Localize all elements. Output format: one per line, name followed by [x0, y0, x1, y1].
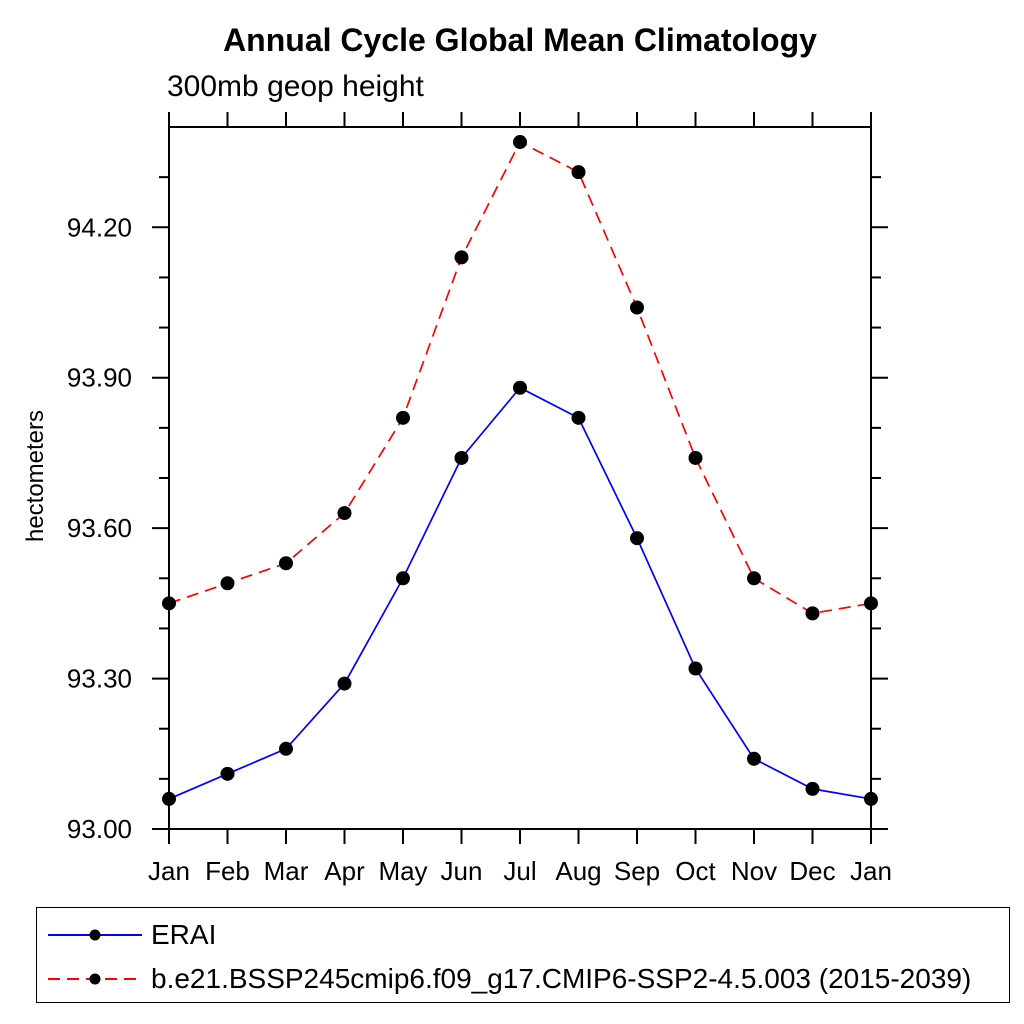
data-point-marker-model: [279, 556, 293, 571]
y-tick-label: 93.60: [67, 513, 132, 543]
x-tick-label: Jul: [503, 856, 536, 886]
legend-entry-erai: ERAI: [45, 918, 216, 952]
x-tick-label: May: [378, 856, 427, 886]
x-tick-label: Oct: [675, 856, 716, 886]
legend-label-model: b.e21.BSSP245cmip6.f09_g17.CMIP6-SSP2-4.…: [151, 963, 972, 994]
legend-label-erai: ERAI: [151, 919, 217, 950]
legend-marker-erai: [89, 929, 101, 941]
data-point-marker-erai: [220, 766, 235, 781]
data-point-marker-model: [396, 410, 410, 425]
data-point-marker-model: [454, 250, 469, 265]
x-tick-label: Feb: [205, 856, 250, 886]
y-tick-label: 94.20: [67, 212, 132, 242]
data-point-marker-erai: [571, 410, 586, 425]
data-point-marker-erai: [337, 676, 352, 691]
data-point-marker-model: [688, 450, 703, 465]
data-point-marker-erai: [630, 531, 644, 546]
x-tick-label: Apr: [324, 856, 365, 886]
data-point-marker-model: [805, 606, 820, 621]
legend-key-erai: [48, 929, 142, 941]
data-point-marker-erai: [162, 791, 176, 806]
data-point-marker-model: [747, 571, 761, 586]
data-point-marker-model: [162, 596, 176, 611]
x-tick-label: Mar: [264, 856, 309, 886]
legend-key-model: [48, 973, 142, 985]
x-tick-label: Nov: [731, 856, 777, 886]
plot-frame: [168, 126, 872, 830]
data-point-marker-model: [513, 135, 527, 150]
x-tick-label: Jun: [441, 856, 483, 886]
legend-marker-model: [89, 973, 101, 985]
data-point-marker-erai: [279, 741, 293, 756]
chart-title: Annual Cycle Global Mean Climatology: [223, 22, 817, 58]
y-tick-label: 93.90: [67, 363, 132, 393]
series-line-model: [168, 140, 872, 615]
data-point-marker-erai: [747, 751, 761, 766]
y-tick-label: 93.00: [67, 814, 132, 844]
data-point-marker-erai: [864, 791, 878, 806]
legend-entry-model: b.e21.BSSP245cmip6.f09_g17.CMIP6-SSP2-4.…: [45, 962, 971, 996]
x-tick-label: Jan: [850, 856, 892, 886]
y-tick-label: 93.30: [67, 664, 132, 694]
data-point-marker-erai: [513, 380, 527, 395]
x-tick-label: Jan: [148, 856, 190, 886]
data-point-marker-model: [220, 576, 235, 591]
data-point-marker-model: [337, 506, 352, 521]
chart-subtitle: 300mb geop height: [167, 70, 424, 103]
data-point-marker-erai: [688, 661, 703, 676]
legend-box: ERAI b.e21.BSSP245cmip6.f09_g17.CMIP6-SS…: [36, 907, 1010, 1003]
series-line-erai: [168, 386, 872, 800]
x-tick-label: Dec: [789, 856, 835, 886]
data-point-marker-model: [571, 165, 586, 180]
x-tick-label: Sep: [614, 856, 660, 886]
data-point-marker-erai: [805, 781, 820, 796]
data-point-marker-erai: [454, 450, 469, 465]
x-tick-label: Aug: [555, 856, 601, 886]
data-point-marker-model: [630, 300, 644, 315]
data-point-marker-erai: [396, 571, 410, 586]
data-point-marker-model: [864, 596, 878, 611]
